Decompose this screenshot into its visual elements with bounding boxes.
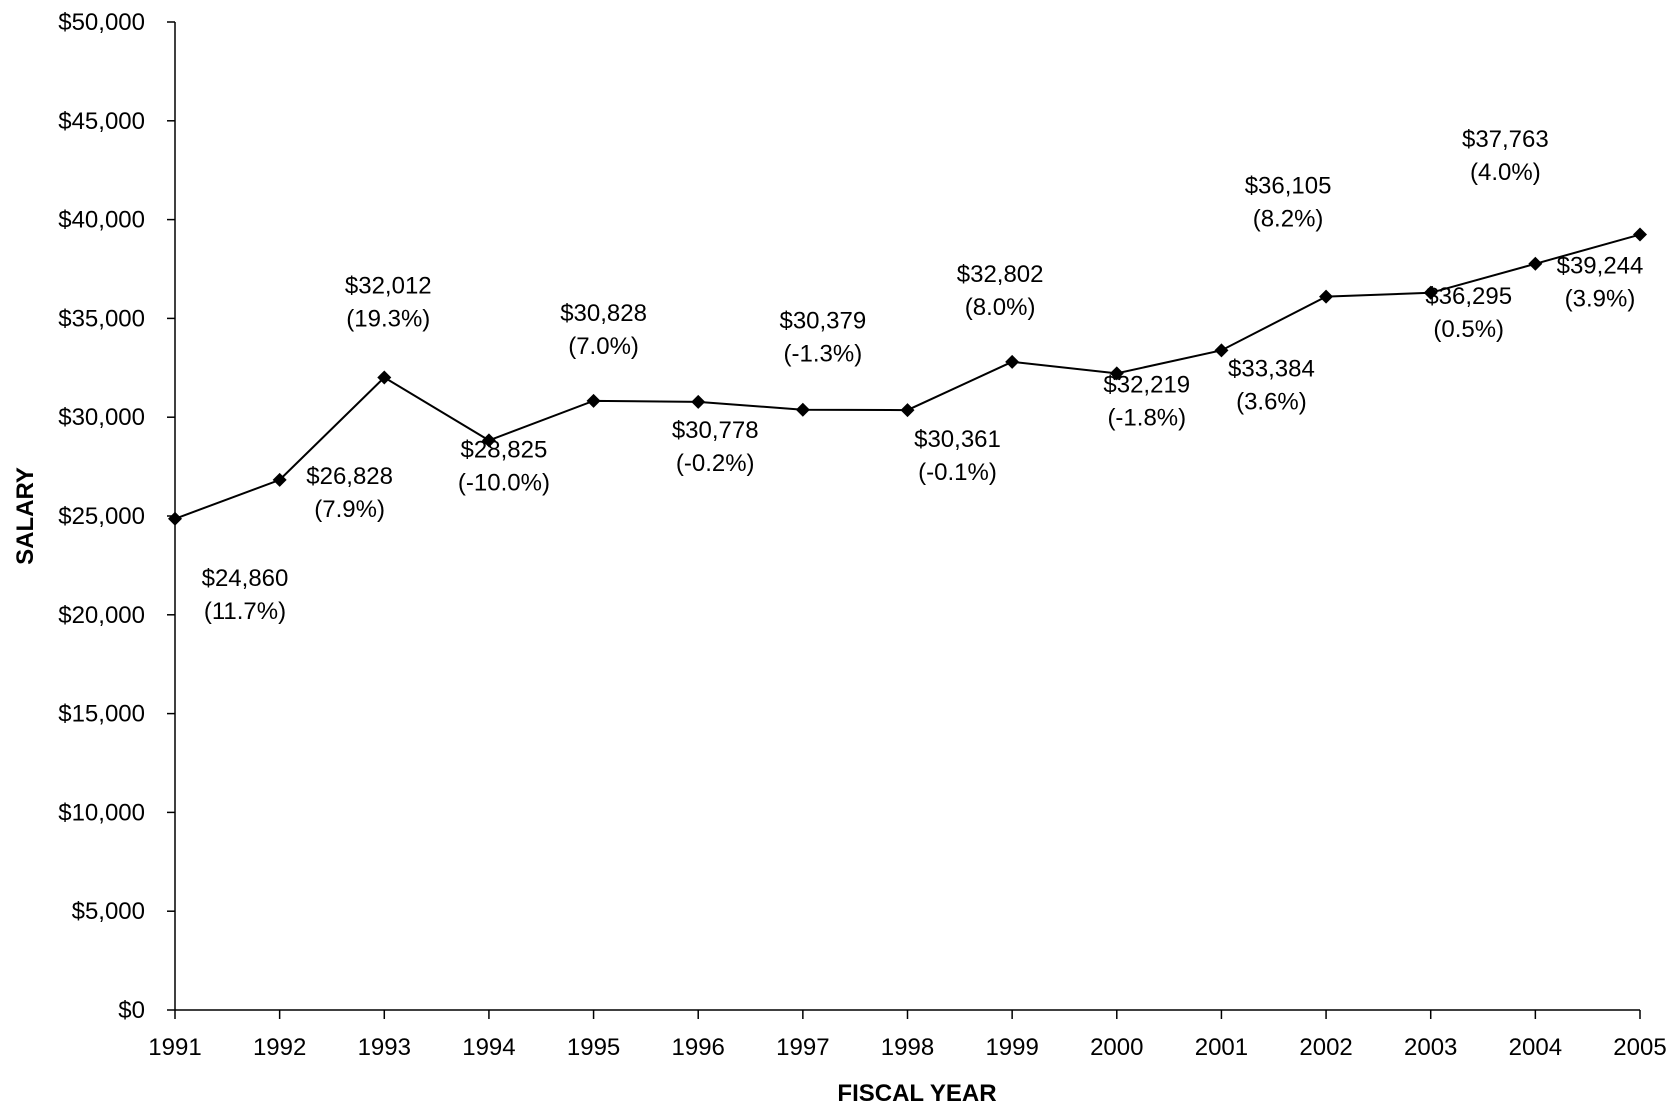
data-label-value: $37,763 <box>1462 126 1549 153</box>
data-label-value: $32,219 <box>1103 371 1190 398</box>
data-label-change: (3.9%) <box>1565 286 1636 313</box>
x-tick-label: 2004 <box>1509 1034 1562 1061</box>
data-point-marker <box>272 472 287 487</box>
x-tick-label: 2000 <box>1090 1034 1143 1061</box>
x-tick-label: 1993 <box>358 1034 411 1061</box>
data-point-marker <box>691 394 706 409</box>
data-point-marker <box>1109 366 1124 381</box>
data-point-marker <box>1319 289 1334 304</box>
data-label-value: $30,778 <box>672 417 759 444</box>
data-label-change: (7.9%) <box>314 496 385 523</box>
y-tick-label: $20,000 <box>58 602 145 629</box>
data-point-marker <box>586 393 601 408</box>
data-label-change: (8.0%) <box>965 294 1036 321</box>
data-label-value: $36,295 <box>1425 283 1512 310</box>
data-point-marker <box>795 402 810 417</box>
data-label-change: (19.3%) <box>346 305 430 332</box>
y-tick-label: $5,000 <box>72 898 145 925</box>
y-tick-label: $10,000 <box>58 799 145 826</box>
data-label-change: (-0.1%) <box>918 459 997 486</box>
data-point-marker <box>168 511 182 526</box>
data-label-change: (7.0%) <box>568 333 639 360</box>
series-line <box>168 227 1647 526</box>
y-tick-label: $40,000 <box>58 207 145 234</box>
data-label-change: (-1.3%) <box>784 341 863 368</box>
x-tick-label: 1998 <box>881 1034 934 1061</box>
x-tick-label: 2002 <box>1299 1034 1352 1061</box>
x-tick-label: 2001 <box>1195 1034 1248 1061</box>
x-axis-title: FISCAL YEAR <box>837 1080 996 1105</box>
y-tick-label: $45,000 <box>58 108 145 135</box>
axes <box>174 22 1640 1011</box>
data-labels: $24,860 (11.7%) $26,828 (7.9%) $32,012 (19.3%… <box>202 126 1644 625</box>
data-point-marker <box>377 370 392 385</box>
x-tick-label: 1996 <box>672 1034 725 1061</box>
data-label-value: $30,828 <box>560 300 647 327</box>
x-axis-ticks: 1991 1992 1993 1994 1995 1996 1997 1998 1999 2000… <box>148 1010 1667 1061</box>
x-tick-label: 1995 <box>567 1034 620 1061</box>
y-tick-label: $35,000 <box>58 305 145 332</box>
data-point-marker <box>1214 343 1229 358</box>
y-axis-title: SALARY <box>12 467 39 565</box>
y-tick-label: $50,000 <box>58 9 145 36</box>
x-tick-label: 1994 <box>462 1034 515 1061</box>
data-point-marker <box>1423 285 1438 300</box>
data-label-value: $39,244 <box>1557 253 1644 280</box>
x-tick-label: 1997 <box>776 1034 829 1061</box>
data-point-marker <box>1528 256 1543 271</box>
data-label-change: (11.7%) <box>204 598 286 625</box>
data-label-value: $36,105 <box>1245 173 1332 200</box>
y-tick-label: $25,000 <box>58 503 145 530</box>
data-label-value: $32,802 <box>957 261 1044 288</box>
x-tick-label: 1992 <box>253 1034 306 1061</box>
data-point-marker <box>900 403 915 418</box>
data-label-value: $33,384 <box>1228 355 1315 382</box>
data-label-value: $24,860 <box>202 565 289 592</box>
x-tick-label: 1999 <box>985 1034 1038 1061</box>
data-label-change: (8.2%) <box>1253 206 1324 233</box>
data-label-value: $28,825 <box>461 436 548 463</box>
data-label-change: (-10.0%) <box>458 469 550 496</box>
data-label-change: (-1.8%) <box>1107 404 1186 431</box>
x-tick-label: 2003 <box>1404 1034 1457 1061</box>
data-point-marker <box>1005 354 1020 369</box>
data-label-change: (0.5%) <box>1433 316 1504 343</box>
x-tick-label: 2005 <box>1613 1034 1666 1061</box>
data-label-change: (3.6%) <box>1236 388 1307 415</box>
y-axis-ticks: $0 $5,000 $10,000 $15,000 $20,000 $25,000 $30,… <box>58 9 175 1024</box>
data-point-marker <box>1633 227 1647 242</box>
data-label-change: (-0.2%) <box>676 450 755 477</box>
data-label-value: $30,361 <box>914 426 1001 453</box>
y-tick-label: $0 <box>118 997 145 1024</box>
data-label-change: (4.0%) <box>1470 159 1541 186</box>
data-label-value: $26,828 <box>306 463 393 490</box>
y-tick-label: $30,000 <box>58 404 145 431</box>
y-tick-label: $15,000 <box>58 701 145 728</box>
data-label-value: $32,012 <box>345 272 432 299</box>
data-point-marker <box>481 433 496 448</box>
data-label-value: $30,379 <box>779 308 866 335</box>
x-tick-label: 1991 <box>148 1034 201 1061</box>
